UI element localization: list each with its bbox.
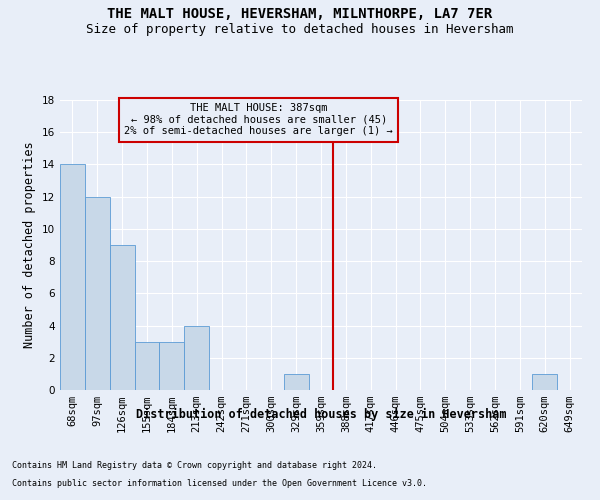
Bar	[134, 342, 160, 390]
Bar	[160, 342, 184, 390]
Bar	[284, 374, 308, 390]
Bar	[60, 164, 85, 390]
Text: THE MALT HOUSE, HEVERSHAM, MILNTHORPE, LA7 7ER: THE MALT HOUSE, HEVERSHAM, MILNTHORPE, L…	[107, 8, 493, 22]
Bar	[110, 245, 134, 390]
Text: Contains public sector information licensed under the Open Government Licence v3: Contains public sector information licen…	[12, 478, 427, 488]
Bar	[532, 374, 557, 390]
Bar	[184, 326, 209, 390]
Text: Distribution of detached houses by size in Heversham: Distribution of detached houses by size …	[136, 408, 506, 420]
Y-axis label: Number of detached properties: Number of detached properties	[23, 142, 37, 348]
Text: Size of property relative to detached houses in Heversham: Size of property relative to detached ho…	[86, 22, 514, 36]
Text: THE MALT HOUSE: 387sqm
← 98% of detached houses are smaller (45)
2% of semi-deta: THE MALT HOUSE: 387sqm ← 98% of detached…	[124, 103, 393, 136]
Bar	[85, 196, 110, 390]
Text: Contains HM Land Registry data © Crown copyright and database right 2024.: Contains HM Land Registry data © Crown c…	[12, 461, 377, 470]
